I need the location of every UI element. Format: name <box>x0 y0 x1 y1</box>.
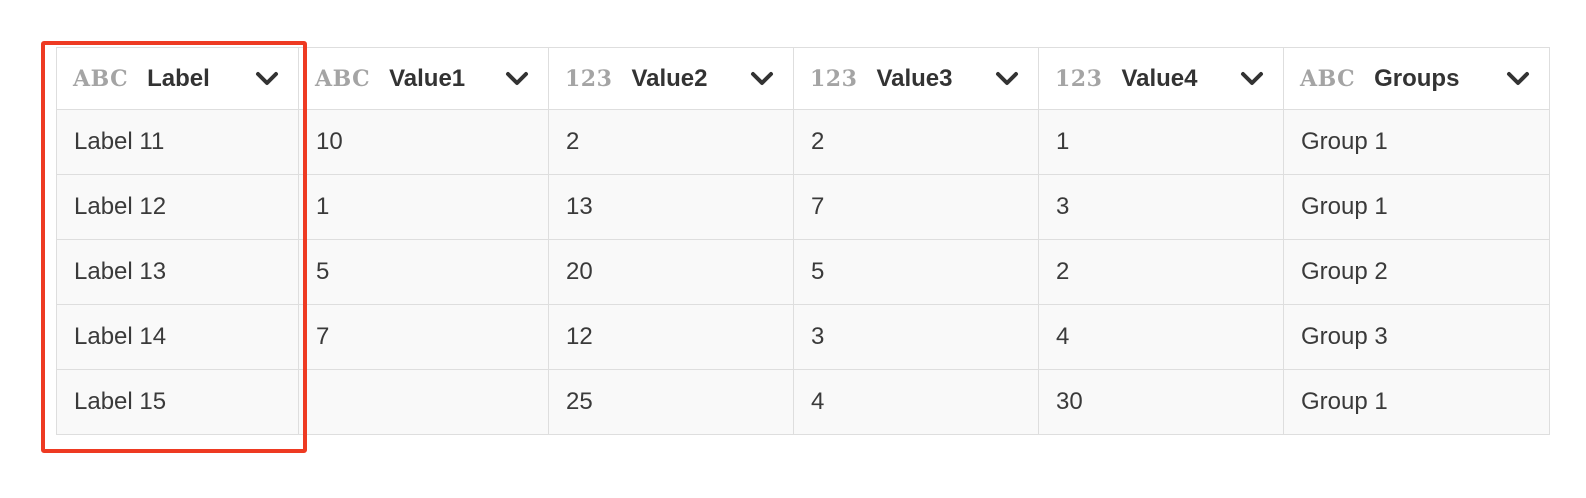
column-header-value2[interactable]: 123 Value2 <box>548 47 794 110</box>
chevron-down-icon[interactable] <box>1239 69 1265 89</box>
table-cell-value2[interactable]: 25 <box>548 369 794 435</box>
header-row: ABC Label ABC Value1 123 Value2 123 Value3 123 Va… <box>56 47 1550 110</box>
table-cell-groups[interactable]: Group 2 <box>1283 239 1550 305</box>
table-cell-value2[interactable]: 12 <box>548 304 794 370</box>
table-cell-value1[interactable] <box>298 369 549 435</box>
table-row: Label 14 7 12 3 4 Group 3 <box>56 304 1550 370</box>
table-cell-groups[interactable]: Group 1 <box>1283 369 1550 435</box>
table-row: Label 13 5 20 5 2 Group 2 <box>56 239 1550 305</box>
chevron-down-icon[interactable] <box>254 69 280 89</box>
table-cell-value4[interactable]: 1 <box>1038 109 1284 175</box>
table-row: Label 12 1 13 7 3 Group 1 <box>56 174 1550 240</box>
column-type-label: 123 <box>565 65 613 92</box>
table-cell-label[interactable]: Label 13 <box>56 239 299 305</box>
column-name: Label <box>147 64 210 92</box>
table-row: Label 11 10 2 2 1 Group 1 <box>56 109 1550 175</box>
table-row: Label 15 25 4 30 Group 1 <box>56 369 1550 435</box>
table-cell-value1[interactable]: 7 <box>298 304 549 370</box>
table-cell-value3[interactable]: 7 <box>793 174 1039 240</box>
column-type-label: ABC <box>73 65 129 92</box>
column-name: Value1 <box>389 64 466 92</box>
table-cell-value4[interactable]: 30 <box>1038 369 1284 435</box>
column-header-value3[interactable]: 123 Value3 <box>793 47 1039 110</box>
table-cell-value4[interactable]: 3 <box>1038 174 1284 240</box>
table-cell-value2[interactable]: 2 <box>548 109 794 175</box>
column-type-label: ABC <box>1300 65 1356 92</box>
table-cell-value3[interactable]: 5 <box>793 239 1039 305</box>
table-cell-value1[interactable]: 10 <box>298 109 549 175</box>
table-cell-value2[interactable]: 13 <box>548 174 794 240</box>
table-cell-label[interactable]: Label 12 <box>56 174 299 240</box>
table-cell-value4[interactable]: 4 <box>1038 304 1284 370</box>
column-name: Value4 <box>1121 64 1198 92</box>
table-cell-value2[interactable]: 20 <box>548 239 794 305</box>
table-cell-label[interactable]: Label 15 <box>56 369 299 435</box>
table-cell-groups[interactable]: Group 3 <box>1283 304 1550 370</box>
column-name: Value2 <box>631 64 708 92</box>
table-body: Label 11 10 2 2 1 Group 1 Label 12 1 13 7 3 Group 1… <box>56 109 1550 435</box>
data-table: ABC Label ABC Value1 123 Value2 123 Value3 123 Va… <box>56 47 1550 435</box>
table-cell-label[interactable]: Label 11 <box>56 109 299 175</box>
column-type-label: 123 <box>810 65 858 92</box>
table-cell-label[interactable]: Label 14 <box>56 304 299 370</box>
chevron-down-icon[interactable] <box>1505 69 1531 89</box>
chevron-down-icon[interactable] <box>994 69 1020 89</box>
table-cell-groups[interactable]: Group 1 <box>1283 109 1550 175</box>
column-name: Groups <box>1374 64 1460 92</box>
table-cell-value1[interactable]: 1 <box>298 174 549 240</box>
column-type-label: ABC <box>315 65 371 92</box>
table-cell-value4[interactable]: 2 <box>1038 239 1284 305</box>
table-cell-groups[interactable]: Group 1 <box>1283 174 1550 240</box>
column-header-value4[interactable]: 123 Value4 <box>1038 47 1284 110</box>
column-type-label: 123 <box>1055 65 1103 92</box>
table-cell-value3[interactable]: 2 <box>793 109 1039 175</box>
column-header-groups[interactable]: ABC Groups <box>1283 47 1550 110</box>
chevron-down-icon[interactable] <box>749 69 775 89</box>
chevron-down-icon[interactable] <box>504 69 530 89</box>
column-header-value1[interactable]: ABC Value1 <box>298 47 549 110</box>
column-header-label[interactable]: ABC Label <box>56 47 299 110</box>
table-cell-value3[interactable]: 3 <box>793 304 1039 370</box>
column-name: Value3 <box>876 64 953 92</box>
table-cell-value1[interactable]: 5 <box>298 239 549 305</box>
table-cell-value3[interactable]: 4 <box>793 369 1039 435</box>
